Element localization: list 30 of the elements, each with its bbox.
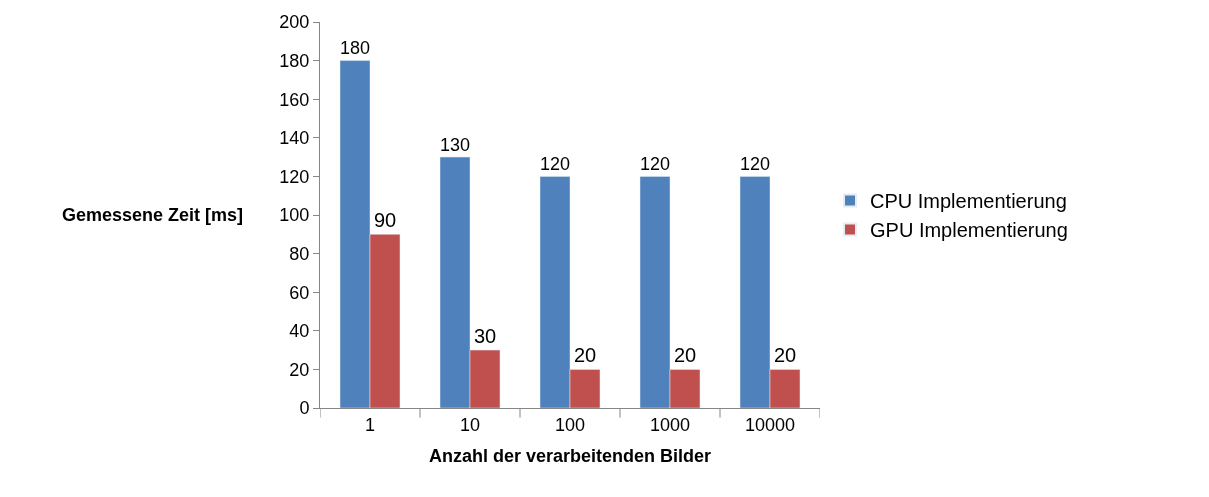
y-tick-label: 120 (279, 166, 310, 187)
x-tick-label: 10000 (744, 414, 796, 435)
data-label: 20 (773, 344, 797, 367)
data-label: 180 (340, 38, 370, 58)
legend-label: CPU Implementierung (870, 190, 1067, 213)
data-label: 20 (573, 344, 597, 367)
y-tick-label: 140 (279, 128, 310, 149)
data-label: 120 (740, 153, 770, 174)
y-tick-label: 200 (279, 12, 310, 33)
x-tick-label: 10 (459, 414, 481, 435)
y-tick-label: 180 (279, 50, 310, 71)
data-label: 30 (473, 325, 497, 348)
data-label: 120 (640, 153, 670, 174)
y-tick-label: 60 (289, 282, 310, 303)
data-label: 120 (540, 153, 570, 174)
y-tick-label: 0 (299, 398, 310, 419)
x-tick-label: 1 (364, 414, 376, 435)
data-label: 130 (440, 134, 470, 155)
y-tick-label: 80 (289, 243, 310, 264)
y-tick-label: 40 (289, 321, 310, 342)
x-tick-label: 100 (554, 414, 586, 435)
y-tick-label: 160 (279, 89, 310, 110)
x-axis-title: Anzahl der verarbeitenden Bilder (428, 445, 712, 466)
data-label: 20 (673, 344, 697, 367)
y-axis-title: Gemessene Zeit [ms] (62, 205, 244, 225)
x-tick-label: 1000 (649, 414, 691, 435)
data-label: 90 (373, 209, 397, 232)
y-tick-label: 100 (279, 205, 310, 226)
legend-label: GPU Implementierung (870, 219, 1068, 242)
y-tick-label: 20 (289, 359, 310, 380)
